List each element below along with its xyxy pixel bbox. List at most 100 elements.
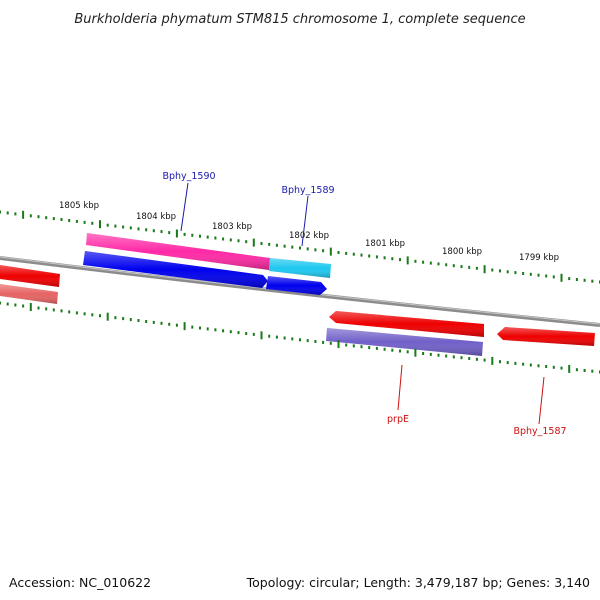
minor-tick [37,306,40,310]
minor-tick [306,247,309,251]
minor-tick [583,278,586,282]
gene-bphy-1587-shade [497,327,595,346]
minor-tick [245,240,248,244]
minor-tick [568,277,571,281]
minor-tick [383,256,386,260]
major-tick [406,256,409,265]
minor-tick [329,341,332,345]
backbone-line [0,256,600,327]
minor-tick [175,323,178,327]
minor-tick [429,352,432,356]
leader-line-bphy-1589 [301,195,309,247]
minor-tick [60,309,63,313]
minor-tick [260,242,263,245]
scale-label: 1803 kbp [212,222,252,232]
minor-tick [437,353,440,357]
major-tick [491,356,494,365]
leader-line-bphy-1590 [180,182,189,232]
minor-tick [452,264,455,268]
minor-tick [75,219,78,223]
minor-tick [29,214,32,218]
minor-tick [460,356,463,360]
minor-tick [522,362,525,366]
minor-tick [399,258,401,262]
major-tick [99,220,101,229]
minor-tick [383,347,386,351]
minor-tick [52,217,55,221]
minor-tick [229,330,232,334]
major-tick [22,210,25,219]
minor-tick [83,220,86,224]
minor-tick [168,322,171,326]
minor-tick [206,327,209,331]
gene-left-edge-shade [0,265,60,287]
minor-tick [299,246,301,250]
minor-tick [468,357,471,360]
minor-tick [537,364,540,368]
major-tick [183,322,186,331]
minor-tick [575,368,578,372]
gene-label-bphy-1587[interactable]: Bphy_1587 [513,426,566,437]
minor-tick [252,332,255,336]
minor-tick [475,357,478,361]
gene-label-prpe[interactable]: prpE [387,414,409,425]
minor-tick [299,338,301,342]
minor-tick [591,369,594,373]
gene-bphy-1590-shade [83,251,268,288]
reverse-features [0,265,595,356]
minor-tick [183,232,186,236]
minor-tick [145,228,148,232]
minor-tick [591,279,594,283]
minor-tick [52,308,55,312]
gene-label-bphy-1590[interactable]: Bphy_1590 [162,171,215,182]
gene-label-bphy-1589[interactable]: Bphy_1589 [281,185,334,196]
minor-tick [452,355,455,359]
major-tick [252,238,255,247]
minor-tick [468,265,471,269]
forward-features [83,233,331,295]
major-tick [175,229,178,238]
minor-tick [575,278,578,281]
minor-tick [499,269,501,273]
minor-tick [152,320,155,324]
minor-tick [552,365,555,369]
minor-tick [6,302,9,306]
sequence-summary: Topology: circular; Length: 3,479,187 bp… [246,575,590,590]
minor-tick [422,352,425,355]
minor-tick [360,253,363,257]
minor-tick [506,270,509,274]
minor-tick [145,320,148,323]
minor-tick [391,257,394,261]
minor-tick [506,361,509,365]
inner-tick-ring [0,301,600,374]
major-tick [29,303,32,311]
minor-tick [91,313,94,317]
minor-tick [237,239,240,243]
minor-tick [529,363,532,367]
minor-tick [552,275,555,279]
minor-tick [22,304,25,308]
minor-tick [45,216,48,220]
minor-tick [445,263,448,267]
minor-tick [160,321,163,325]
minor-tick [68,310,71,314]
minor-tick [129,318,132,322]
minor-tick [429,261,432,265]
minor-tick [499,360,501,364]
gene-labels: Bphy_1590 Bphy_1589 prpE Bphy_1587 [162,171,566,437]
minor-tick [245,332,248,335]
scale-label: 1801 kbp [365,239,405,249]
minor-tick [391,348,394,352]
scale-labels: 1805 kbp 1804 kbp 1803 kbp 1802 kbp 1801… [59,201,559,263]
minor-tick [83,312,86,316]
minor-tick [537,273,540,277]
minor-tick [437,262,440,266]
major-tick [414,348,417,357]
cds-left-edge-shade [0,284,58,304]
minor-tick [60,218,63,221]
cds-prpe-shade [326,328,483,356]
minor-tick [460,265,463,269]
minor-tick [291,337,294,341]
minor-tick [99,314,101,318]
